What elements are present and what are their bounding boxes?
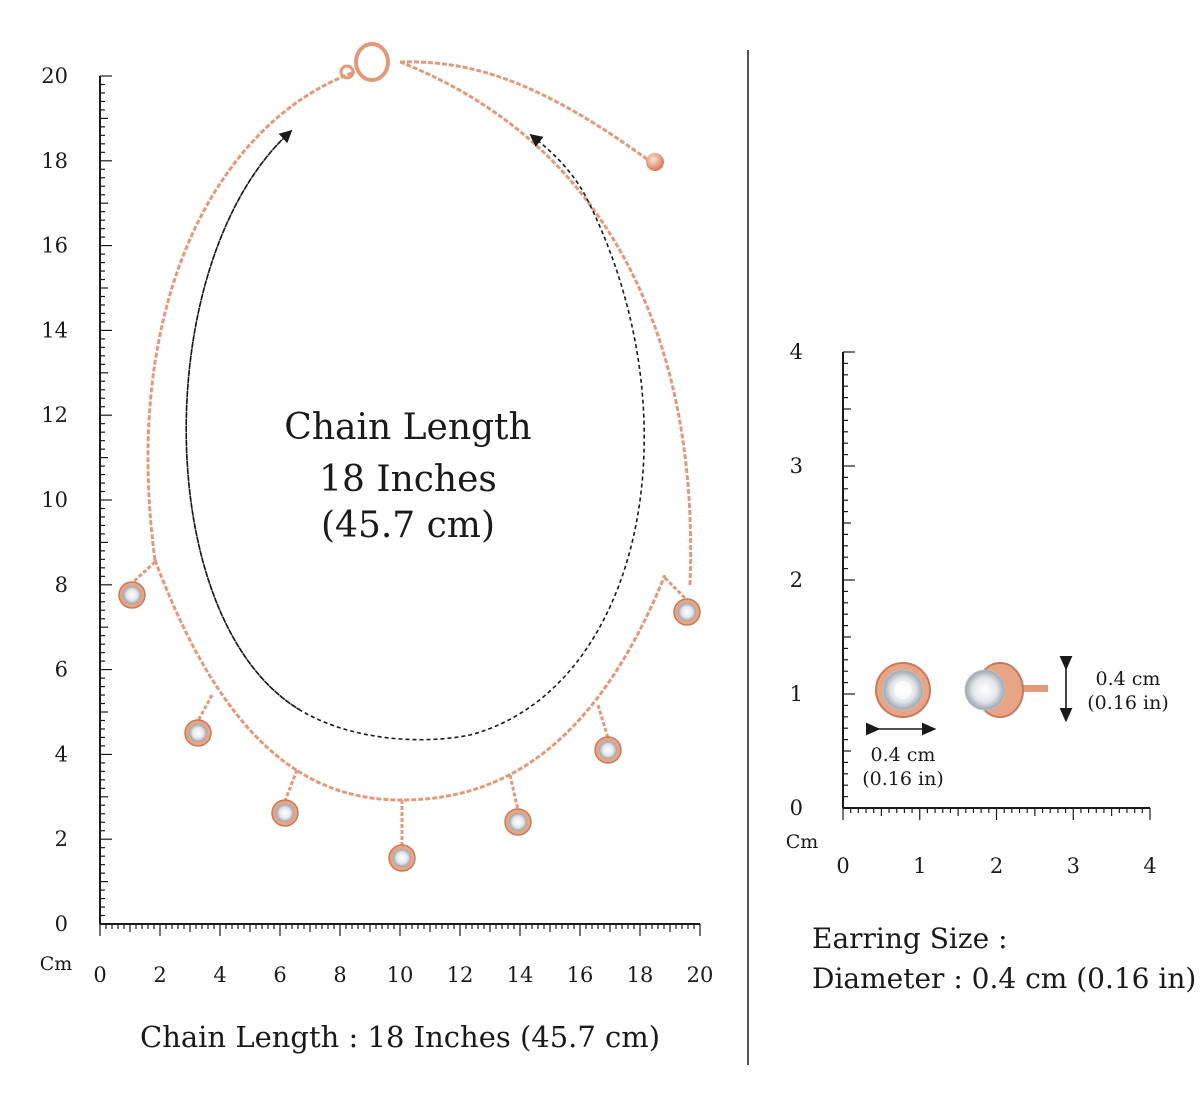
earring-ruler-unit-label: Cm	[786, 831, 819, 853]
earring-ruler-y-tick-label: 0	[790, 796, 803, 820]
necklace-ruler-y-tick-label: 18	[41, 149, 68, 173]
necklace-ruler-x-tick-label: 20	[687, 963, 714, 987]
chain-length-caption: Chain Length : 18 Inches (45.7 cm)	[140, 1020, 661, 1054]
earring-ruler-y-tick-label: 1	[790, 682, 803, 706]
chain-length-title-line2: 18 Inches	[319, 459, 497, 501]
necklace-ruler-x-tick-label: 4	[213, 963, 226, 987]
chain-length-title: Chain Length 18 Inches (45.7 cm)	[258, 402, 558, 553]
drop-link	[596, 704, 610, 739]
earring-size-heading: Earring Size :	[812, 922, 1008, 955]
earring-width-label-in: (0.16 in)	[862, 767, 944, 790]
necklace-ruler-y-tick-label: 6	[55, 658, 68, 682]
drop-crystal	[509, 813, 527, 831]
drop-crystal	[276, 804, 294, 822]
drop-link	[283, 769, 299, 802]
earring-ruler-y-tick-label: 2	[790, 568, 803, 592]
earring-ruler-x-tick-label: 2	[990, 854, 1003, 878]
necklace-ruler-x-tick-label: 0	[93, 963, 106, 987]
necklace-ruler-x-tick-label: 2	[153, 963, 166, 987]
necklace-ruler-y-tick-label: 4	[55, 742, 68, 766]
drop-link	[196, 694, 214, 722]
necklace-ruler-y-tick-label: 16	[41, 234, 68, 258]
earring-width-label: 0.4 cm (0.16 in)	[852, 744, 954, 792]
earring-height-label-in: (0.16 in)	[1087, 691, 1169, 714]
drop-link	[508, 774, 520, 811]
necklace-ruler-y-tick-label: 2	[55, 827, 68, 851]
necklace-ruler-unit-label: Cm	[40, 953, 73, 975]
chain-length-title-line3: (45.7 cm)	[321, 505, 495, 547]
drop-crystal	[189, 724, 207, 742]
necklace-ruler-x-tick-label: 8	[333, 963, 346, 987]
drop-link	[130, 560, 157, 585]
lobster-clasp	[339, 42, 390, 82]
necklace-ruler-x-tick-label: 12	[447, 963, 474, 987]
necklace-ruler-x-tick-label: 6	[273, 963, 286, 987]
necklace-ruler-y-tick-label: 20	[41, 64, 68, 88]
earring-ruler-x-tick-label: 0	[836, 854, 849, 878]
necklace-ruler-x-tick-label: 10	[387, 963, 414, 987]
drop-link	[663, 576, 689, 602]
chain-length-title-line1: Chain Length	[284, 407, 532, 448]
necklace-ruler-y-tick-label: 10	[41, 488, 68, 512]
necklace-ruler-x-tick-label: 16	[567, 963, 594, 987]
drop-crystal	[123, 586, 141, 604]
earring-ruler-x-tick-label: 3	[1067, 854, 1080, 878]
length-arrow	[185, 129, 645, 741]
earring-side-view	[964, 662, 1048, 718]
crystal-drops	[118, 560, 701, 872]
earring-width-label-cm: 0.4 cm	[870, 744, 936, 766]
earring-height-label-cm: 0.4 cm	[1095, 668, 1161, 690]
drop-crystal	[678, 603, 696, 621]
necklace-ruler-y-tick-label: 8	[55, 573, 68, 597]
necklace-ruler-x-tick-label: 14	[507, 963, 534, 987]
earring-ruler: 1 2 3 4 0 0 1 2 3 4 Cm	[786, 340, 1157, 878]
earring-diameter-text: Diameter : 0.4 cm (0.16 in)	[812, 962, 1197, 995]
drop-crystal	[393, 849, 411, 867]
necklace-ruler-y-tick-label: 12	[41, 403, 68, 427]
necklace-ruler-y-tick-label: 14	[41, 318, 68, 342]
necklace-ruler: 2 4 6 8 10 12 14 16 18 20 0 0 2 4 6 8 10 12 14 16 18 20 Cm	[40, 64, 714, 987]
extender-ball	[646, 153, 664, 171]
earring-ruler-x-tick-label: 4	[1143, 854, 1156, 878]
earring-height-label: 0.4 cm (0.16 in)	[1078, 668, 1178, 716]
earring-ruler-x-tick-label: 1	[913, 854, 926, 878]
drop-crystal	[599, 741, 617, 759]
earring-front-view	[875, 662, 931, 718]
necklace-ruler-x-tick-label: 18	[627, 963, 654, 987]
earring-ruler-y-tick-label: 3	[790, 454, 803, 478]
earring-ruler-y-tick-label: 4	[790, 340, 803, 364]
necklace-ruler-y-tick-label: 0	[55, 912, 68, 936]
